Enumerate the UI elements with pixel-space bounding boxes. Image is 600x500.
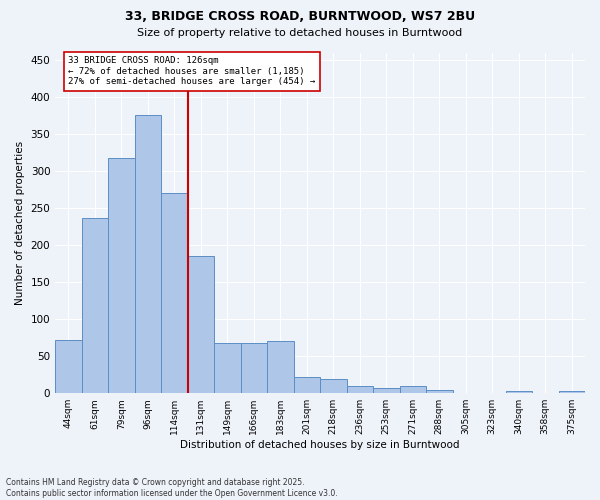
Bar (293, 377, 320, 393)
Bar (320, 379, 347, 393)
Bar (82, 218, 108, 393)
Text: Contains HM Land Registry data © Crown copyright and database right 2025.
Contai: Contains HM Land Registry data © Crown c… (6, 478, 338, 498)
Bar (400, 386, 426, 393)
Text: Size of property relative to detached houses in Burntwood: Size of property relative to detached ho… (137, 28, 463, 38)
X-axis label: Distribution of detached houses by size in Burntwood: Distribution of detached houses by size … (181, 440, 460, 450)
Bar (214, 343, 241, 393)
Bar (559, 391, 585, 393)
Bar (241, 343, 267, 393)
Bar (161, 193, 188, 393)
Bar (55, 340, 82, 393)
Bar (347, 386, 373, 393)
Y-axis label: Number of detached properties: Number of detached properties (15, 141, 25, 305)
Bar (188, 256, 214, 393)
Text: 33 BRIDGE CROSS ROAD: 126sqm
← 72% of detached houses are smaller (1,185)
27% of: 33 BRIDGE CROSS ROAD: 126sqm ← 72% of de… (68, 56, 316, 86)
Bar (108, 158, 134, 393)
Bar (267, 342, 293, 393)
Text: 33, BRIDGE CROSS ROAD, BURNTWOOD, WS7 2BU: 33, BRIDGE CROSS ROAD, BURNTWOOD, WS7 2B… (125, 10, 475, 23)
Bar (506, 391, 532, 393)
Bar (134, 116, 161, 393)
Bar (426, 390, 452, 393)
Bar (373, 388, 400, 393)
